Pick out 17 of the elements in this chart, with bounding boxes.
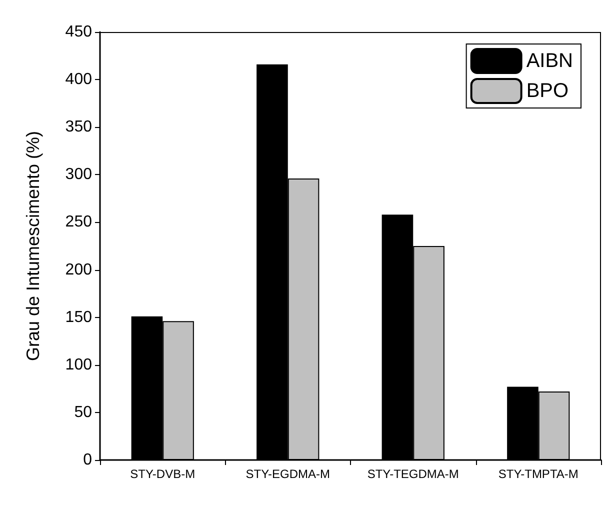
y-tick-label: 100 xyxy=(65,356,92,374)
y-tick-label: 50 xyxy=(74,404,92,421)
y-tick-label: 250 xyxy=(65,214,92,231)
y-tick-label: 450 xyxy=(65,24,92,40)
x-tick-label: STY-DVB-M xyxy=(130,467,196,481)
y-tick-label: 150 xyxy=(65,308,92,326)
y-tick-label: 400 xyxy=(65,71,92,88)
y-tick-label: 0 xyxy=(83,452,92,468)
x-tick-label: STY-TEGDMA-M xyxy=(367,467,459,481)
legend-label: AIBN xyxy=(526,50,574,72)
y-tick-label: 300 xyxy=(65,166,92,184)
y-axis-title: Grau de Intumescimento (%) xyxy=(23,130,43,362)
y-tick-label: 200 xyxy=(65,261,92,278)
x-tick-label: STY-EGDMA-M xyxy=(246,467,330,481)
y-tick-label: 350 xyxy=(65,118,92,136)
legend-label: BPO xyxy=(526,80,569,102)
x-tick-label: STY-TMPTA-M xyxy=(498,467,578,481)
